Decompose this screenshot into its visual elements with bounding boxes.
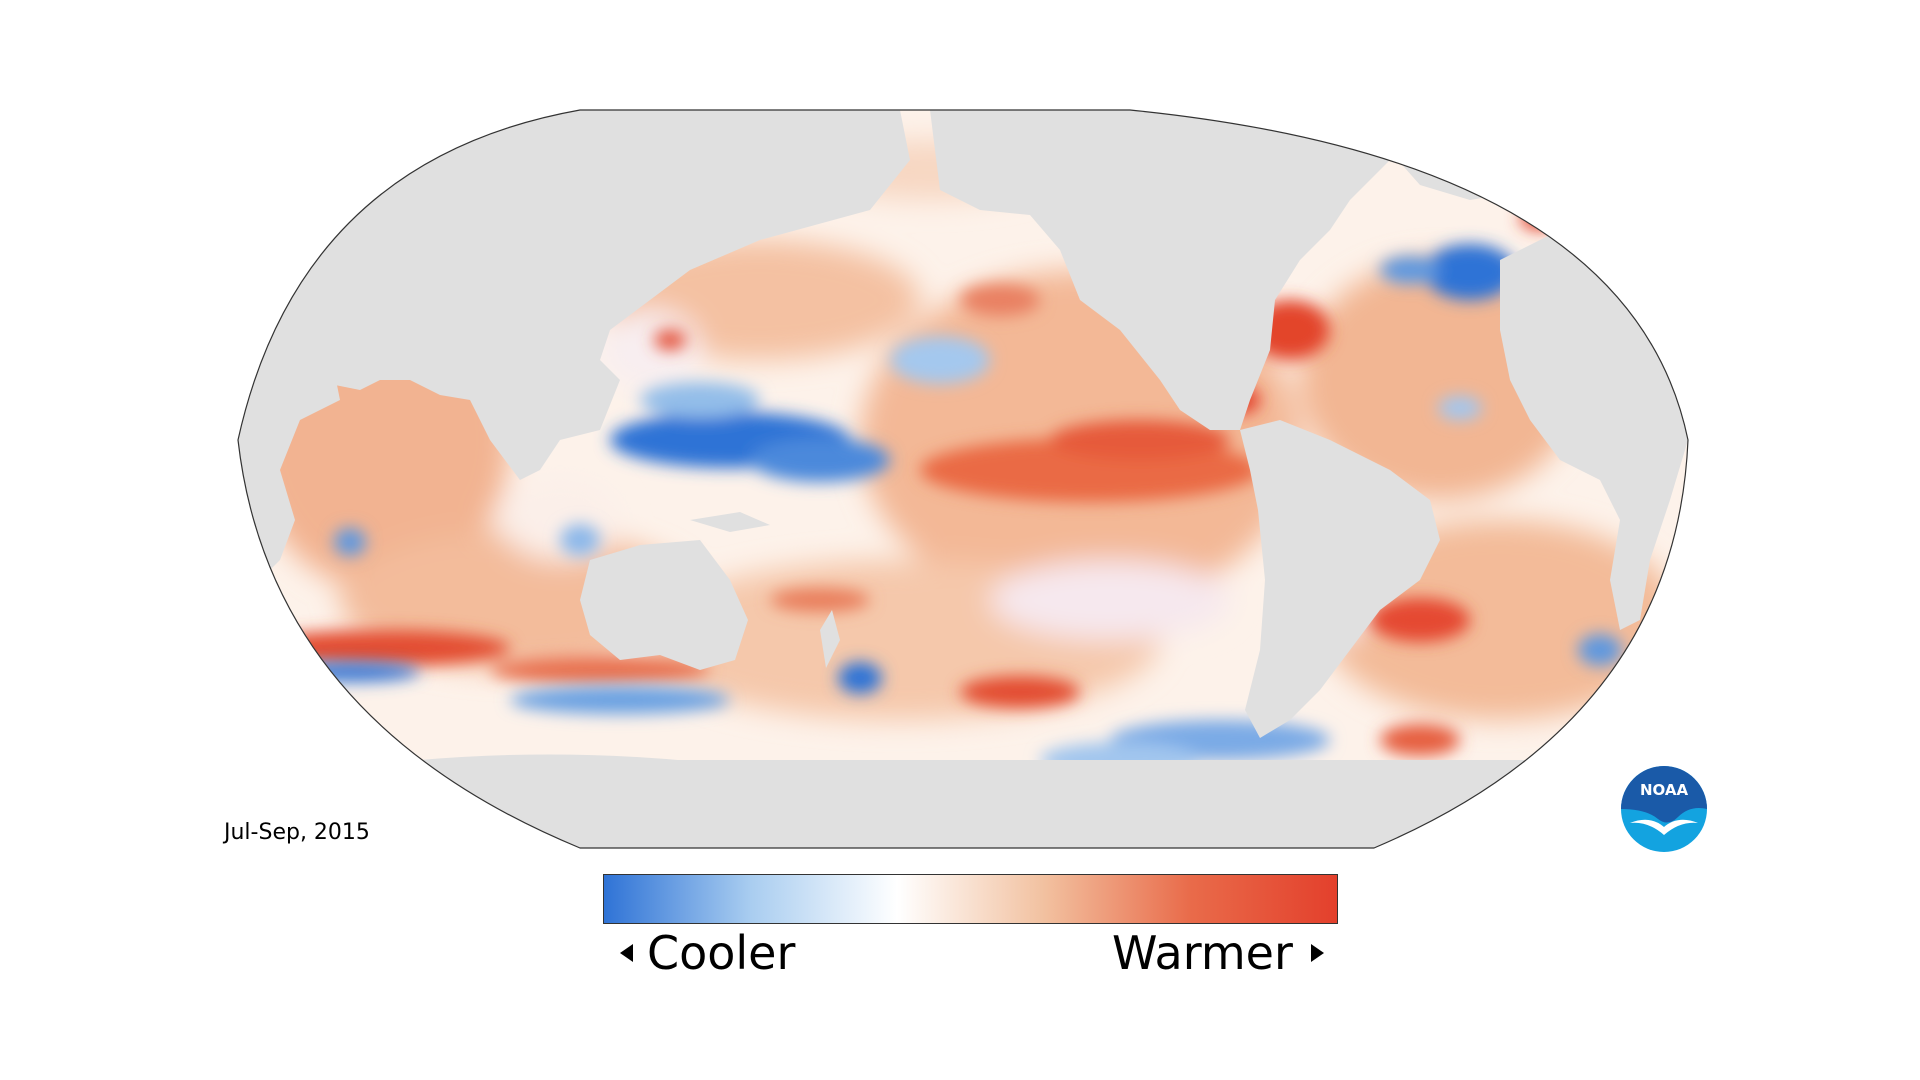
south-america-landmass	[1240, 420, 1440, 738]
new-zealand-landmass	[820, 610, 840, 668]
legend-warmer-label: Warmer	[1112, 926, 1324, 980]
noaa-logo-bird	[1630, 819, 1698, 835]
europe-africa-landmass	[1500, 230, 1688, 630]
asia-landmass	[238, 110, 910, 480]
period-label: Jul-Sep, 2015	[224, 820, 370, 845]
legend-cooler-label: Cooler	[620, 926, 795, 980]
noaa-logo-icon: NOAA	[1621, 766, 1707, 852]
africa-landmass	[238, 290, 340, 590]
noaa-logo-top	[1621, 766, 1707, 823]
north-america-landmass	[930, 110, 1400, 430]
legend-cooler-text: Cooler	[647, 926, 796, 980]
map-frame	[237, 109, 1689, 849]
australia-landmass	[580, 540, 748, 670]
triangle-left-icon	[620, 944, 633, 962]
color-legend-bar	[603, 874, 1338, 924]
land-masses	[238, 110, 1688, 848]
sst-anomaly-layer	[238, 110, 1688, 848]
legend-warmer-text: Warmer	[1112, 926, 1293, 980]
triangle-right-icon	[1310, 944, 1324, 962]
new-guinea-landmass	[690, 512, 770, 532]
noaa-logo-text: NOAA	[1640, 781, 1689, 799]
antarctica-edge	[238, 754, 1688, 790]
